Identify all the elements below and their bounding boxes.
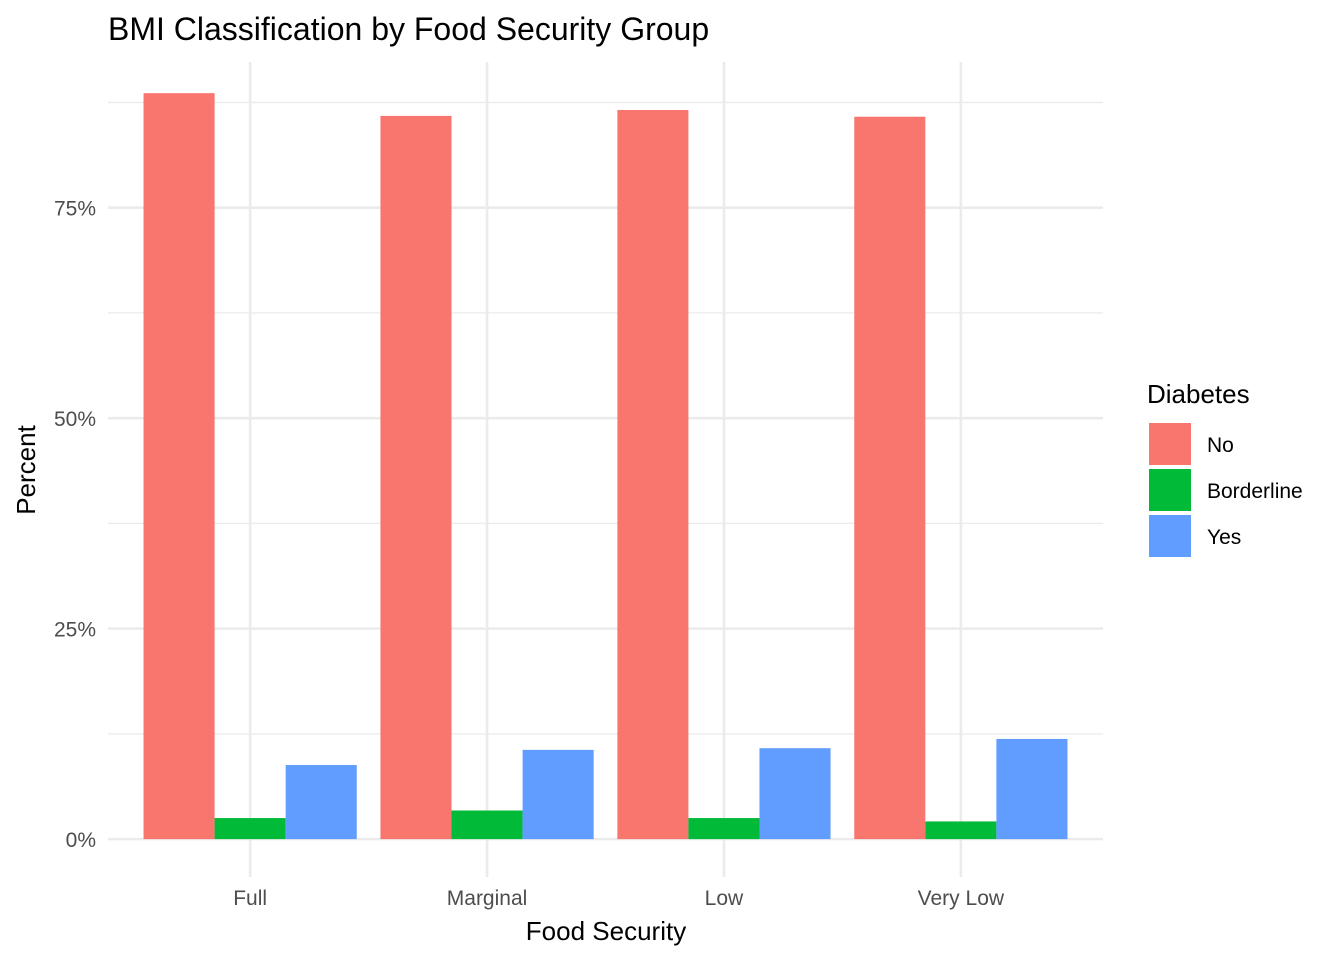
legend-label-borderline: Borderline xyxy=(1207,480,1303,503)
legend-items: No Borderline Yes xyxy=(1149,423,1303,557)
y-tick-label: 75% xyxy=(54,198,96,221)
x-axis-title: Food Security xyxy=(526,916,686,946)
bar-borderline-full xyxy=(214,818,286,840)
y-axis: 0% 25% 50% 75% xyxy=(54,198,96,852)
x-tick-label: Low xyxy=(705,887,744,910)
bar-yes-marginal xyxy=(522,749,594,840)
legend-swatch-no xyxy=(1149,423,1191,465)
x-tick-label: Very Low xyxy=(918,887,1005,910)
bar-no-full xyxy=(143,93,215,840)
legend-swatch-borderline xyxy=(1149,469,1191,511)
bar-yes-low xyxy=(759,748,831,840)
bars-layer xyxy=(143,93,1068,840)
bar-borderline-marginal xyxy=(451,810,523,840)
grid-layer xyxy=(108,62,1103,877)
x-tick-label: Marginal xyxy=(447,887,528,910)
y-tick-label: 25% xyxy=(54,619,96,642)
y-tick-label: 0% xyxy=(66,829,96,852)
bar-no-marginal xyxy=(380,115,452,840)
bar-no-low xyxy=(617,109,689,840)
legend-swatch-yes xyxy=(1149,515,1191,557)
bar-borderline-very-low xyxy=(925,821,997,840)
legend-label-yes: Yes xyxy=(1207,526,1241,549)
bar-no-very-low xyxy=(854,116,926,840)
y-tick-label: 50% xyxy=(54,408,96,431)
legend: Diabetes No Borderline Yes xyxy=(1147,379,1303,557)
legend-label-no: No xyxy=(1207,434,1234,457)
chart-title: BMI Classification by Food Security Grou… xyxy=(108,11,709,47)
y-axis-title: Percent xyxy=(11,424,41,514)
bar-yes-very-low xyxy=(996,738,1068,840)
x-tick-label: Full xyxy=(233,887,267,910)
x-axis: Full Marginal Low Very Low xyxy=(233,887,1005,910)
bar-yes-full xyxy=(285,765,357,840)
legend-title: Diabetes xyxy=(1147,379,1250,409)
bar-borderline-low xyxy=(688,818,760,840)
